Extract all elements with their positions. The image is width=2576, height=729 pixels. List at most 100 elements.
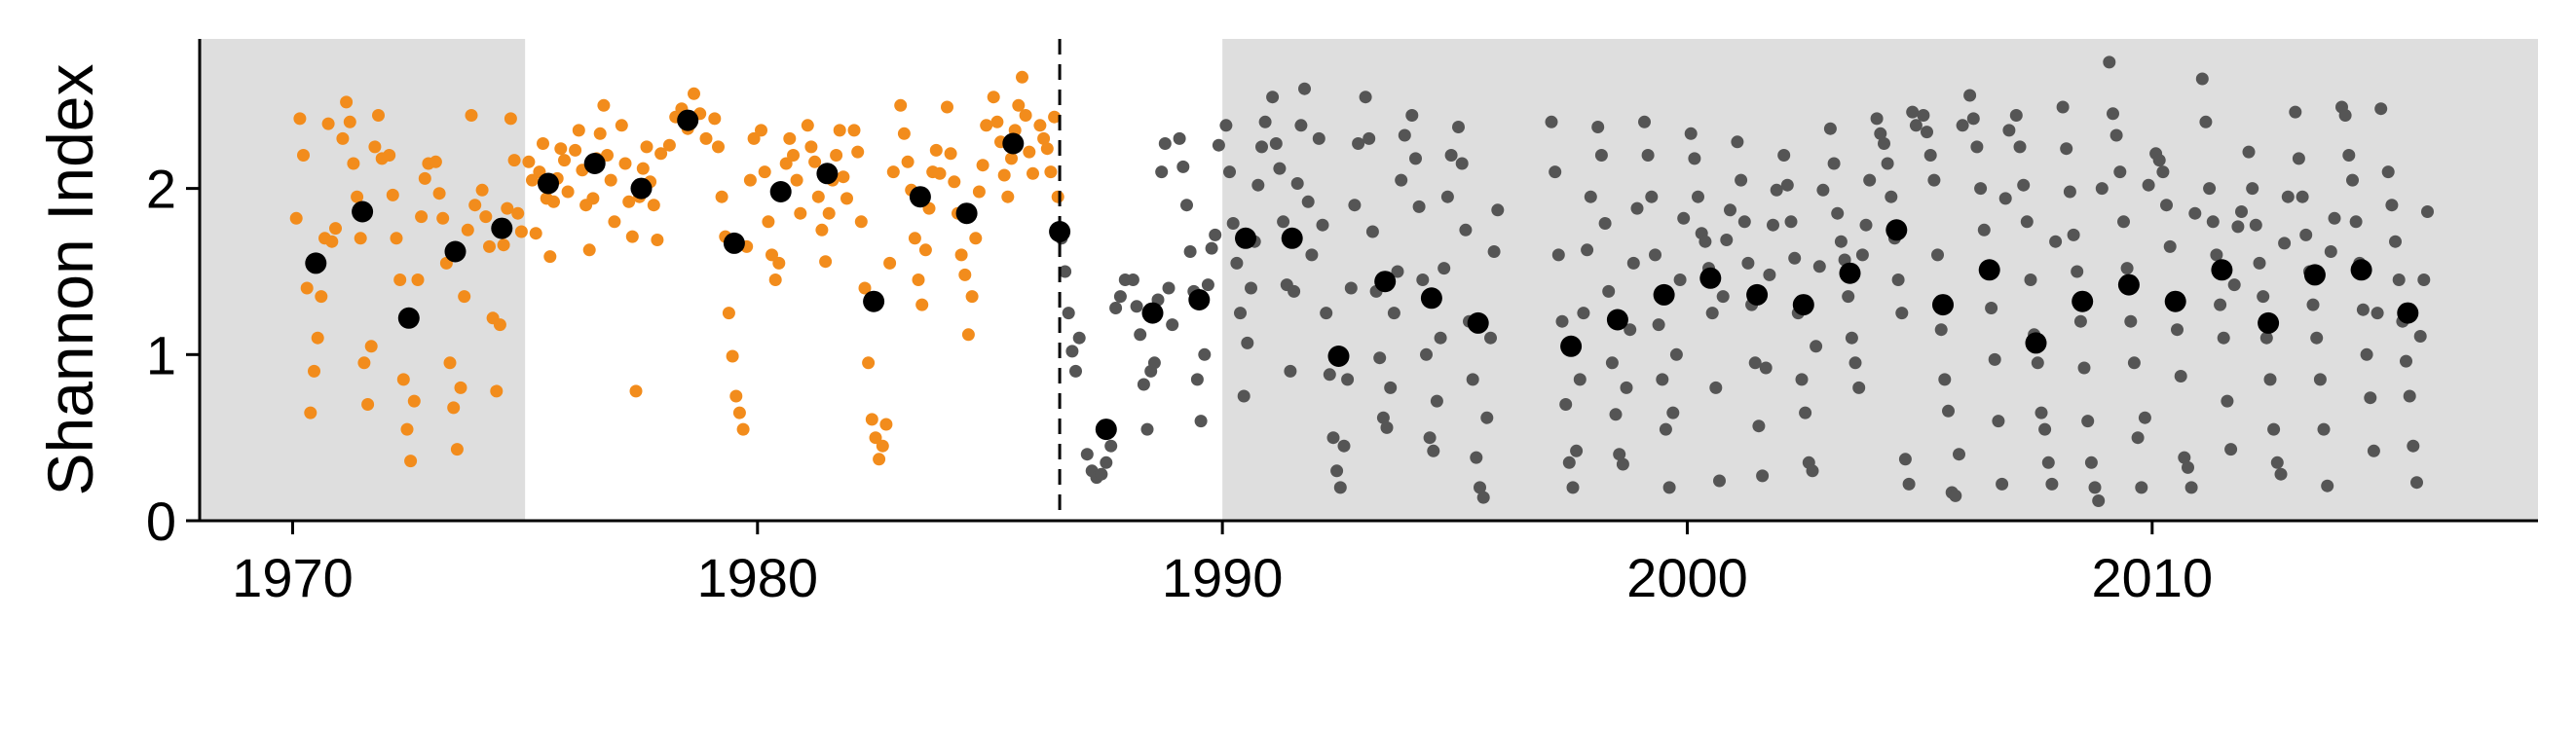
sample-point <box>862 356 876 370</box>
sample-point <box>1938 373 1952 386</box>
sample-point <box>1330 464 1344 478</box>
sample-point <box>858 281 872 295</box>
sample-point <box>1048 110 1062 124</box>
annual-mean-point <box>1141 302 1164 324</box>
sample-point <box>2214 298 2227 311</box>
sample-point <box>2060 142 2073 156</box>
sample-point <box>1831 206 1845 220</box>
sample-point <box>865 413 878 426</box>
sample-point <box>1294 119 1308 132</box>
sample-point <box>429 155 442 168</box>
sample-point <box>1190 373 1204 386</box>
sample-point <box>1963 89 1977 102</box>
sample-point <box>1927 173 1941 187</box>
sample-point <box>618 157 632 170</box>
sample-point <box>1834 235 1848 248</box>
annual-mean-point <box>1374 271 1397 293</box>
sample-point <box>2338 109 2352 122</box>
sample-point <box>1320 307 1333 320</box>
sample-point <box>2184 481 2198 494</box>
sample-point <box>407 394 421 408</box>
annual-mean-point <box>1932 294 1954 316</box>
sample-point <box>304 406 317 419</box>
sample-point <box>1645 190 1659 203</box>
annual-mean-point <box>1978 259 2000 281</box>
sample-point <box>2195 72 2209 86</box>
annual-mean-point <box>1235 227 1256 249</box>
sample-point <box>990 115 1004 128</box>
annual-mean-point <box>863 290 885 312</box>
sample-point <box>901 155 915 168</box>
sample-point <box>2217 331 2230 345</box>
sample-point <box>1630 201 1644 215</box>
sample-point <box>958 268 972 281</box>
sample-point <box>1019 109 1032 122</box>
sample-point <box>2063 185 2076 199</box>
sample-point <box>1767 218 1779 232</box>
sample-point <box>1662 481 1676 494</box>
sample-point <box>1095 467 1108 481</box>
sample-point <box>297 149 310 162</box>
sample-point <box>2389 235 2402 248</box>
sample-point <box>1387 307 1400 320</box>
annual-mean-point <box>1188 289 1211 310</box>
sample-point <box>2292 152 2305 165</box>
sample-point <box>1656 373 1669 386</box>
sample-point <box>1609 408 1623 421</box>
sample-point <box>543 250 557 264</box>
annual-mean-point <box>2303 264 2326 286</box>
sample-point <box>1373 351 1387 365</box>
sample-point <box>2156 165 2170 179</box>
annual-mean-point <box>677 109 699 131</box>
sample-point <box>2024 273 2037 286</box>
sample-point <box>1756 469 1770 483</box>
sample-point <box>758 165 771 179</box>
sample-point <box>1953 448 1965 461</box>
sample-point <box>2364 391 2377 405</box>
sample-point <box>1855 248 1869 262</box>
sample-point <box>2188 206 2202 220</box>
sample-point <box>490 384 504 398</box>
sample-point <box>787 149 800 162</box>
sample-point <box>1416 273 1430 286</box>
annual-mean-point <box>1653 283 1675 306</box>
sample-point <box>582 243 596 257</box>
sample-point <box>736 422 750 436</box>
sample-point <box>1551 248 1565 262</box>
sample-point <box>432 187 446 200</box>
sample-point <box>504 112 517 126</box>
sample-point <box>1577 307 1590 320</box>
sample-point <box>1616 457 1629 471</box>
sample-point <box>2259 331 2273 345</box>
sample-point <box>1201 278 1214 292</box>
sample-point <box>1459 223 1473 237</box>
sample-point <box>622 195 636 208</box>
sample-point <box>783 131 797 145</box>
sample-point <box>1549 165 1562 179</box>
sample-point <box>1333 481 1347 494</box>
annual-mean-point <box>538 172 559 195</box>
sample-point <box>954 248 968 262</box>
sample-point <box>1949 489 1962 502</box>
sample-point <box>386 188 399 201</box>
sample-point <box>1816 183 1830 197</box>
annual-mean-point <box>1699 267 1722 289</box>
sample-point <box>2289 105 2302 119</box>
sample-point <box>415 210 429 224</box>
annual-mean-point <box>2211 259 2233 281</box>
sample-point <box>361 398 375 411</box>
annual-mean-point <box>2258 311 2280 334</box>
annual-mean-point <box>1095 419 1117 441</box>
sample-point <box>2324 245 2337 258</box>
sample-point <box>479 210 493 224</box>
annual-mean-point <box>1281 227 1303 249</box>
sample-point <box>1859 218 1873 232</box>
sample-point <box>1752 419 1766 433</box>
sample-point <box>450 443 464 456</box>
annual-mean-point <box>491 217 513 239</box>
sample-point <box>461 223 474 237</box>
sample-point <box>629 384 643 398</box>
sample-point <box>1162 281 1176 295</box>
sample-point <box>1709 381 1723 394</box>
